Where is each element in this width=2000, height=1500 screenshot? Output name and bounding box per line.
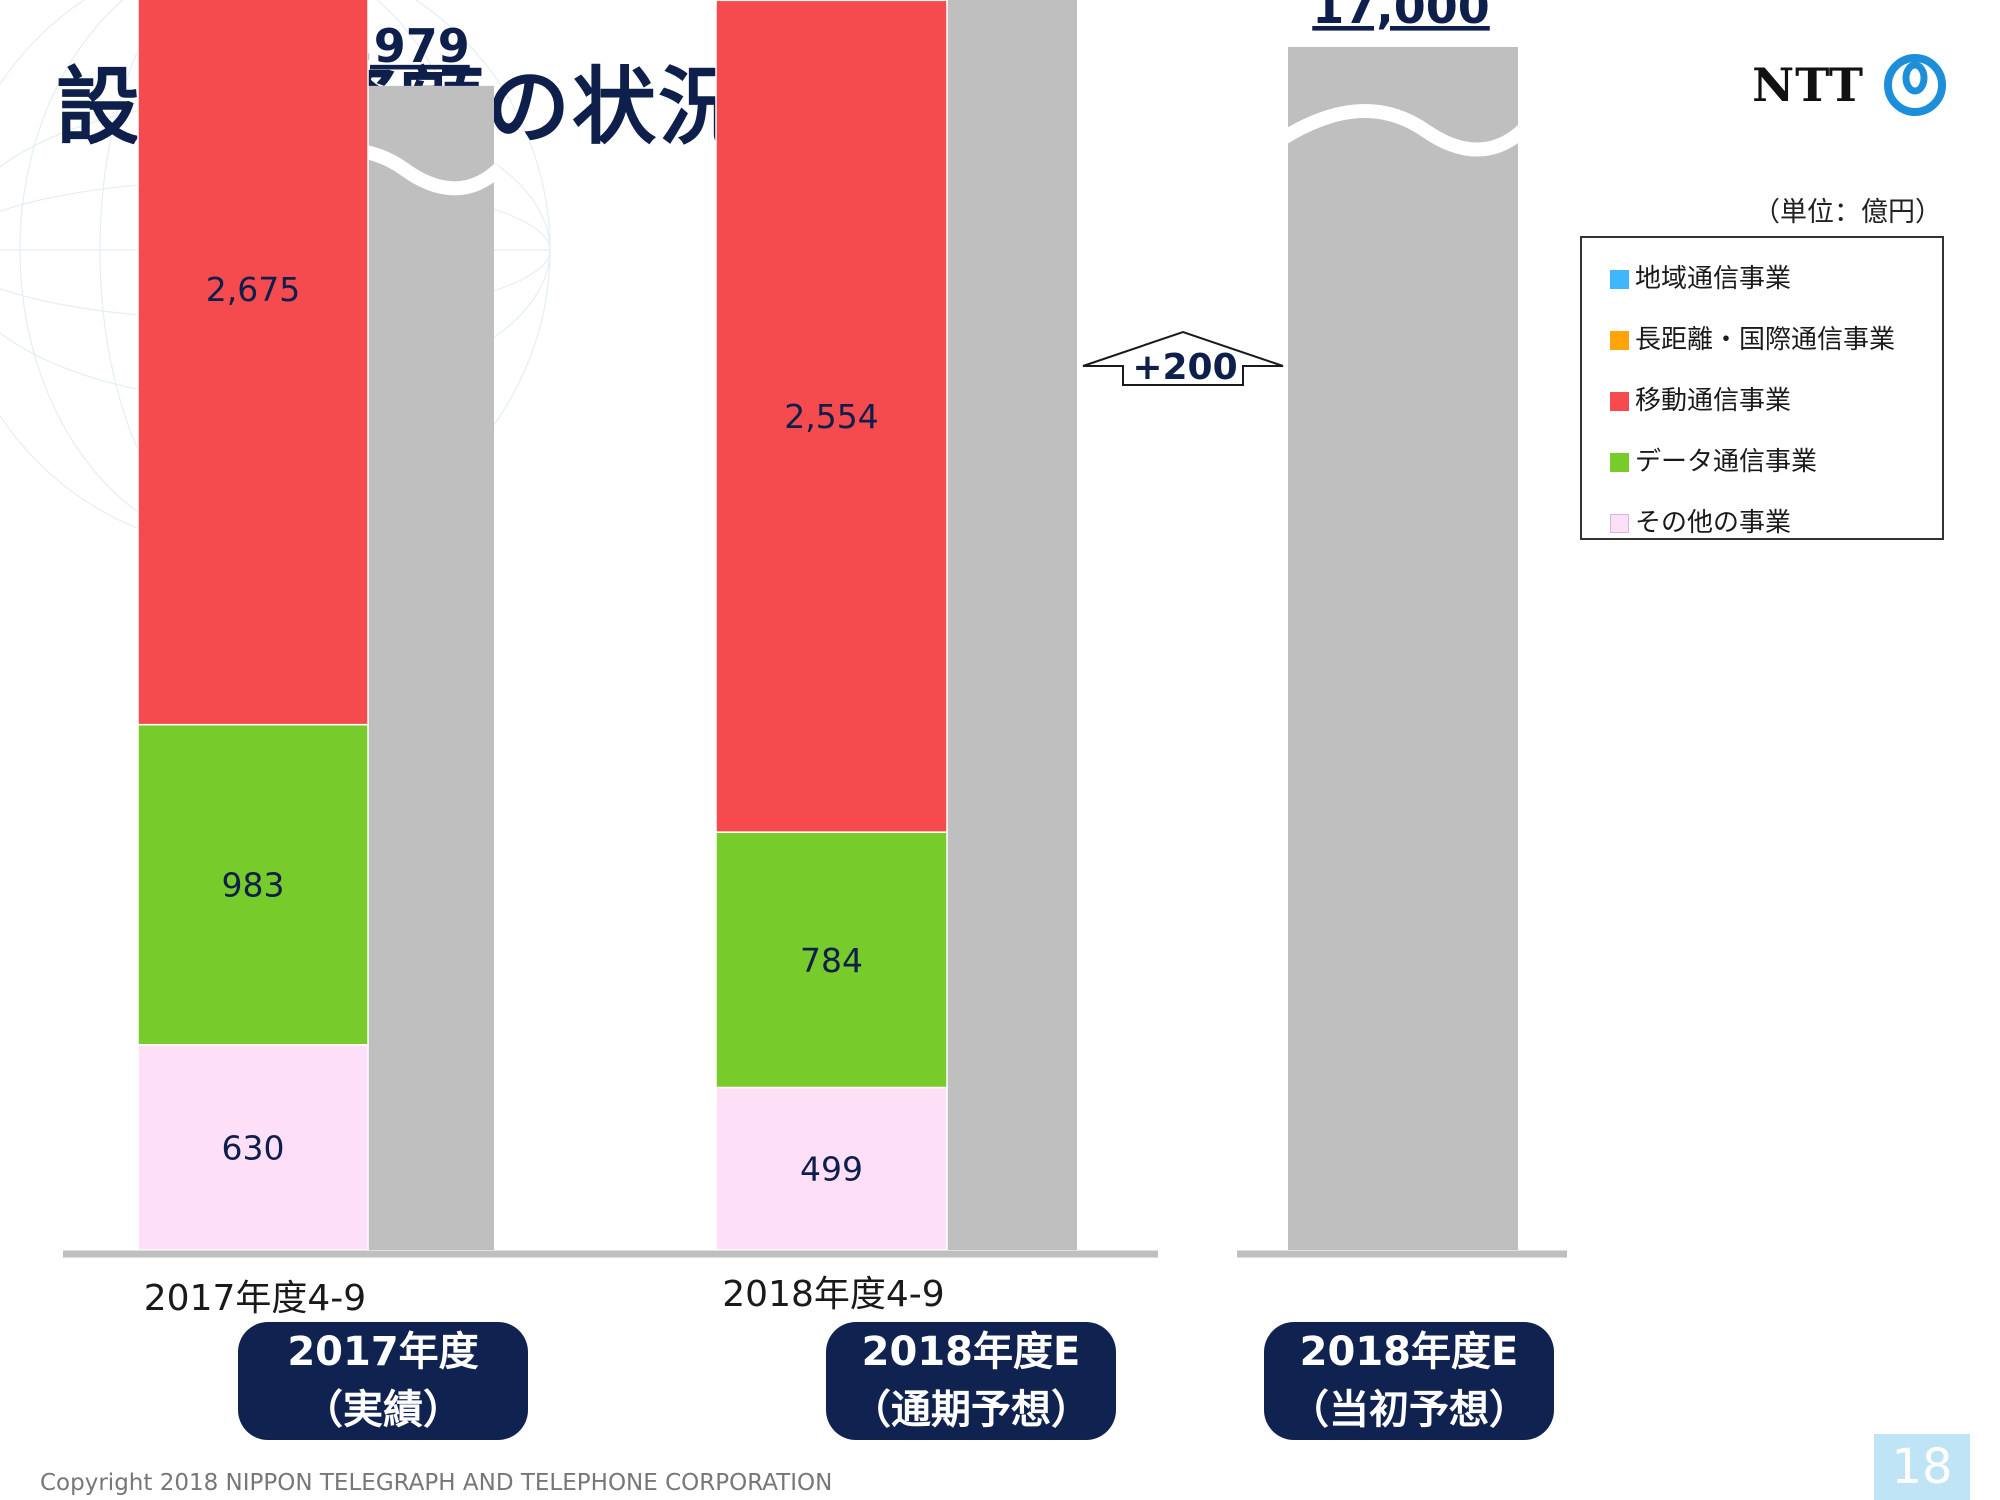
copyright-footer: Copyright 2018 NIPPON TELEGRAPH AND TELE… <box>40 1470 833 1496</box>
axis-break-wave <box>1278 104 1529 157</box>
legend-swatch <box>1610 270 1629 289</box>
segment-value-label: 2,554 <box>784 397 878 436</box>
half-year-category-label: 2017年度4-9 <box>144 1278 366 1319</box>
legend-swatch <box>1610 453 1629 472</box>
increase-label: +200 <box>1132 347 1237 388</box>
legend-item: 移動通信事業 <box>1610 368 1914 429</box>
category-label-2018-initial: 2018年度E （当初予想） <box>1264 1322 1554 1440</box>
stacked-bar-segment <box>715 831 948 1089</box>
category-label-line2: （当初予想） <box>1289 1387 1529 1433</box>
category-label-line2: （通期予想） <box>851 1387 1091 1433</box>
segment-value-label: 2,675 <box>206 270 300 309</box>
segment-value-label: 630 <box>222 1128 285 1167</box>
legend-label: 長距離・国際通信事業 <box>1635 325 1896 355</box>
legend-label: 地域通信事業 <box>1635 264 1792 294</box>
stacked-bar-segment <box>715 1086 948 1251</box>
category-label-line1: 2018年度E <box>1299 1329 1519 1375</box>
legend-swatch <box>1610 331 1629 350</box>
legend-item: 長距離・国際通信事業 <box>1610 307 1914 368</box>
full-year-bar <box>1288 47 1518 1250</box>
segment-value-label: 784 <box>800 941 863 980</box>
legend-item: その他の事業 <box>1610 490 1914 551</box>
stacked-bar-segment <box>137 723 369 1046</box>
legend-item: 地域通信事業 <box>1610 246 1914 307</box>
logo-text: NTT <box>1752 58 1864 112</box>
category-label-2018-forecast: 2018年度E （通期予想） <box>826 1322 1116 1440</box>
segment-value-label: 983 <box>222 866 285 905</box>
ntt-logo: NTT <box>1752 52 1948 118</box>
category-label-line1: 2017年度 <box>287 1329 479 1375</box>
category-label-line1: 2018年度E <box>861 1329 1081 1375</box>
ntt-logo-icon <box>1884 54 1946 116</box>
increase-arrow <box>1082 330 1284 386</box>
legend-item: データ通信事業 <box>1610 429 1914 490</box>
unit-label: （単位：億円） <box>1753 197 1942 228</box>
stacked-bar-segment <box>137 0 369 726</box>
stacked-bar-segment <box>715 0 948 833</box>
half-year-category-label: 2018年度4-9 <box>722 1274 944 1315</box>
full-year-total-label: 17,000 <box>1312 0 1490 34</box>
category-label-2017-actual: 2017年度 （実績） <box>238 1322 528 1440</box>
chart-legend: 地域通信事業長距離・国際通信事業 移動通信事業 データ通信事業 その他の事業 <box>1580 236 1944 540</box>
legend-swatch <box>1610 514 1629 533</box>
page-number: 18 <box>1874 1434 1970 1500</box>
category-label-line2: （実績） <box>303 1387 463 1433</box>
legend-label: 移動通信事業 <box>1635 386 1792 416</box>
legend-label: データ通信事業 <box>1635 447 1818 477</box>
legend-swatch <box>1610 392 1629 411</box>
stacked-bar-segment <box>137 1044 369 1251</box>
legend-label: その他の事業 <box>1635 508 1792 538</box>
segment-value-label: 499 <box>800 1150 863 1189</box>
